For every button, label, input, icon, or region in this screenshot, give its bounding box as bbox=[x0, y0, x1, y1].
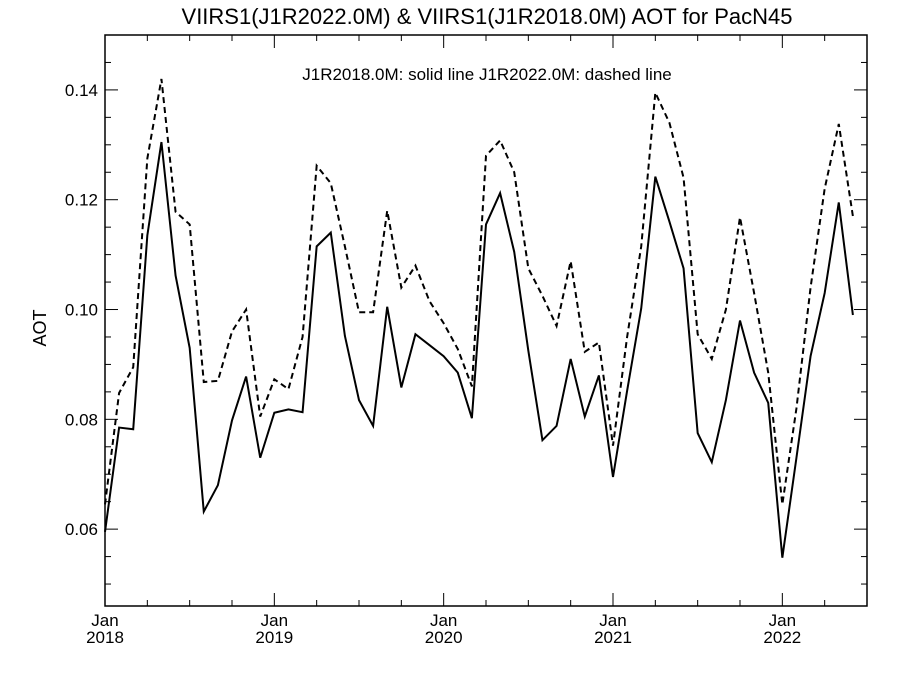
x-tick-year-label: 2021 bbox=[594, 628, 632, 647]
x-tick-month-label: Jan bbox=[430, 611, 457, 630]
y-axis-label: AOT bbox=[30, 309, 50, 346]
x-tick-month-label: Jan bbox=[769, 611, 796, 630]
x-tick-year-label: 2020 bbox=[425, 628, 463, 647]
y-tick-label: 0.12 bbox=[65, 191, 98, 210]
y-tick-label: 0.14 bbox=[65, 81, 98, 100]
chart-title: VIIRS1(J1R2022.0M) & VIIRS1(J1R2018.0M) … bbox=[182, 4, 793, 29]
x-tick-year-label: 2022 bbox=[763, 628, 801, 647]
y-axis-ticks: 0.06 0.08 0.10 0.12 0.14 bbox=[65, 34, 867, 585]
series-line-J1R2018.0M bbox=[104, 141, 854, 558]
y-tick-label: 0.08 bbox=[65, 410, 98, 429]
x-tick-year-label: 2018 bbox=[86, 628, 124, 647]
x-tick-month-label: Jan bbox=[91, 611, 118, 630]
line-style-annotation: J1R2018.0M: solid line J1R2022.0M: dashe… bbox=[302, 65, 672, 84]
x-tick-month-label: Jan bbox=[599, 611, 626, 630]
x-tick-month-label: Jan bbox=[261, 611, 288, 630]
series-line-J1R2022.0M bbox=[104, 78, 854, 505]
y-tick-label: 0.10 bbox=[65, 301, 98, 320]
plot-frame bbox=[104, 34, 868, 607]
y-tick-label: 0.06 bbox=[65, 520, 98, 539]
series-layer bbox=[104, 78, 854, 558]
x-tick-year-label: 2019 bbox=[255, 628, 293, 647]
